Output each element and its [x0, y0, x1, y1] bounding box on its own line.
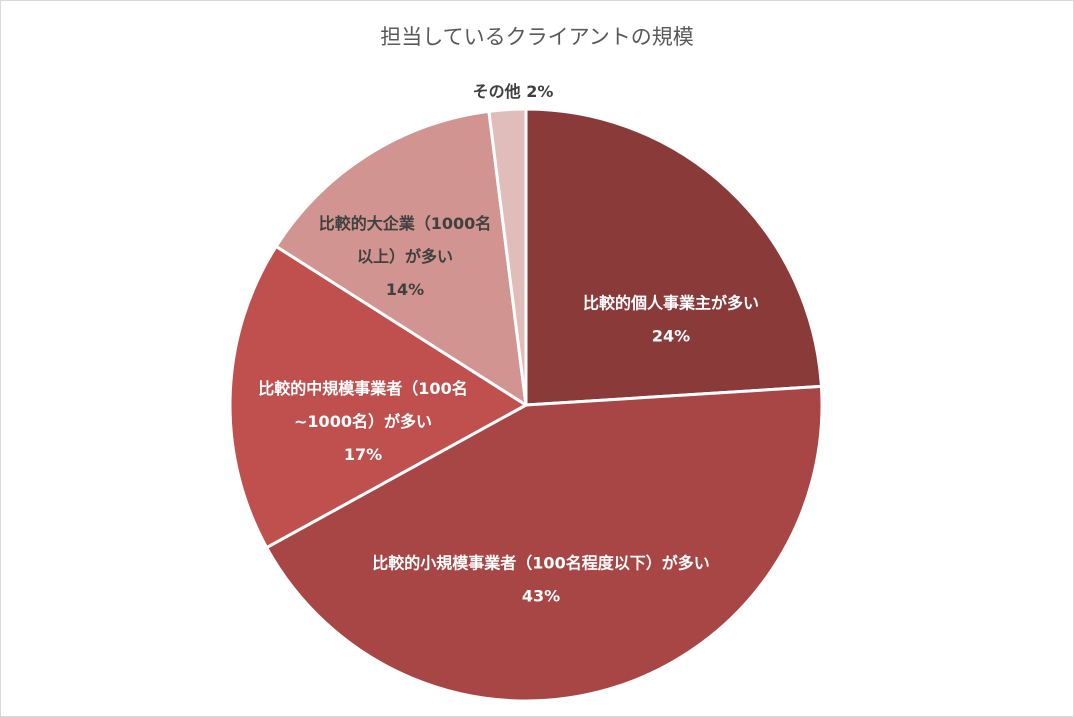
pie-slice	[487, 107, 528, 407]
chart-title: 担当しているクライアントの規模	[380, 25, 694, 49]
slice-label: 比較的個人事業主が多い 24%	[583, 294, 759, 346]
slice-label: 比較的中規模事業者（100名~1000名）が多い 17%	[258, 379, 467, 464]
pie-slice	[265, 384, 824, 703]
pie-slice	[274, 109, 528, 407]
slice-label: その他 2%	[473, 82, 554, 101]
pie-slice	[524, 107, 823, 407]
pie-slice	[228, 244, 528, 550]
slice-label: 比較的小規模事業者（100名程度以下）が多い 43%	[372, 554, 709, 606]
slice-label: 比較的大企業（1000名以上）が多い 14%	[319, 214, 492, 299]
